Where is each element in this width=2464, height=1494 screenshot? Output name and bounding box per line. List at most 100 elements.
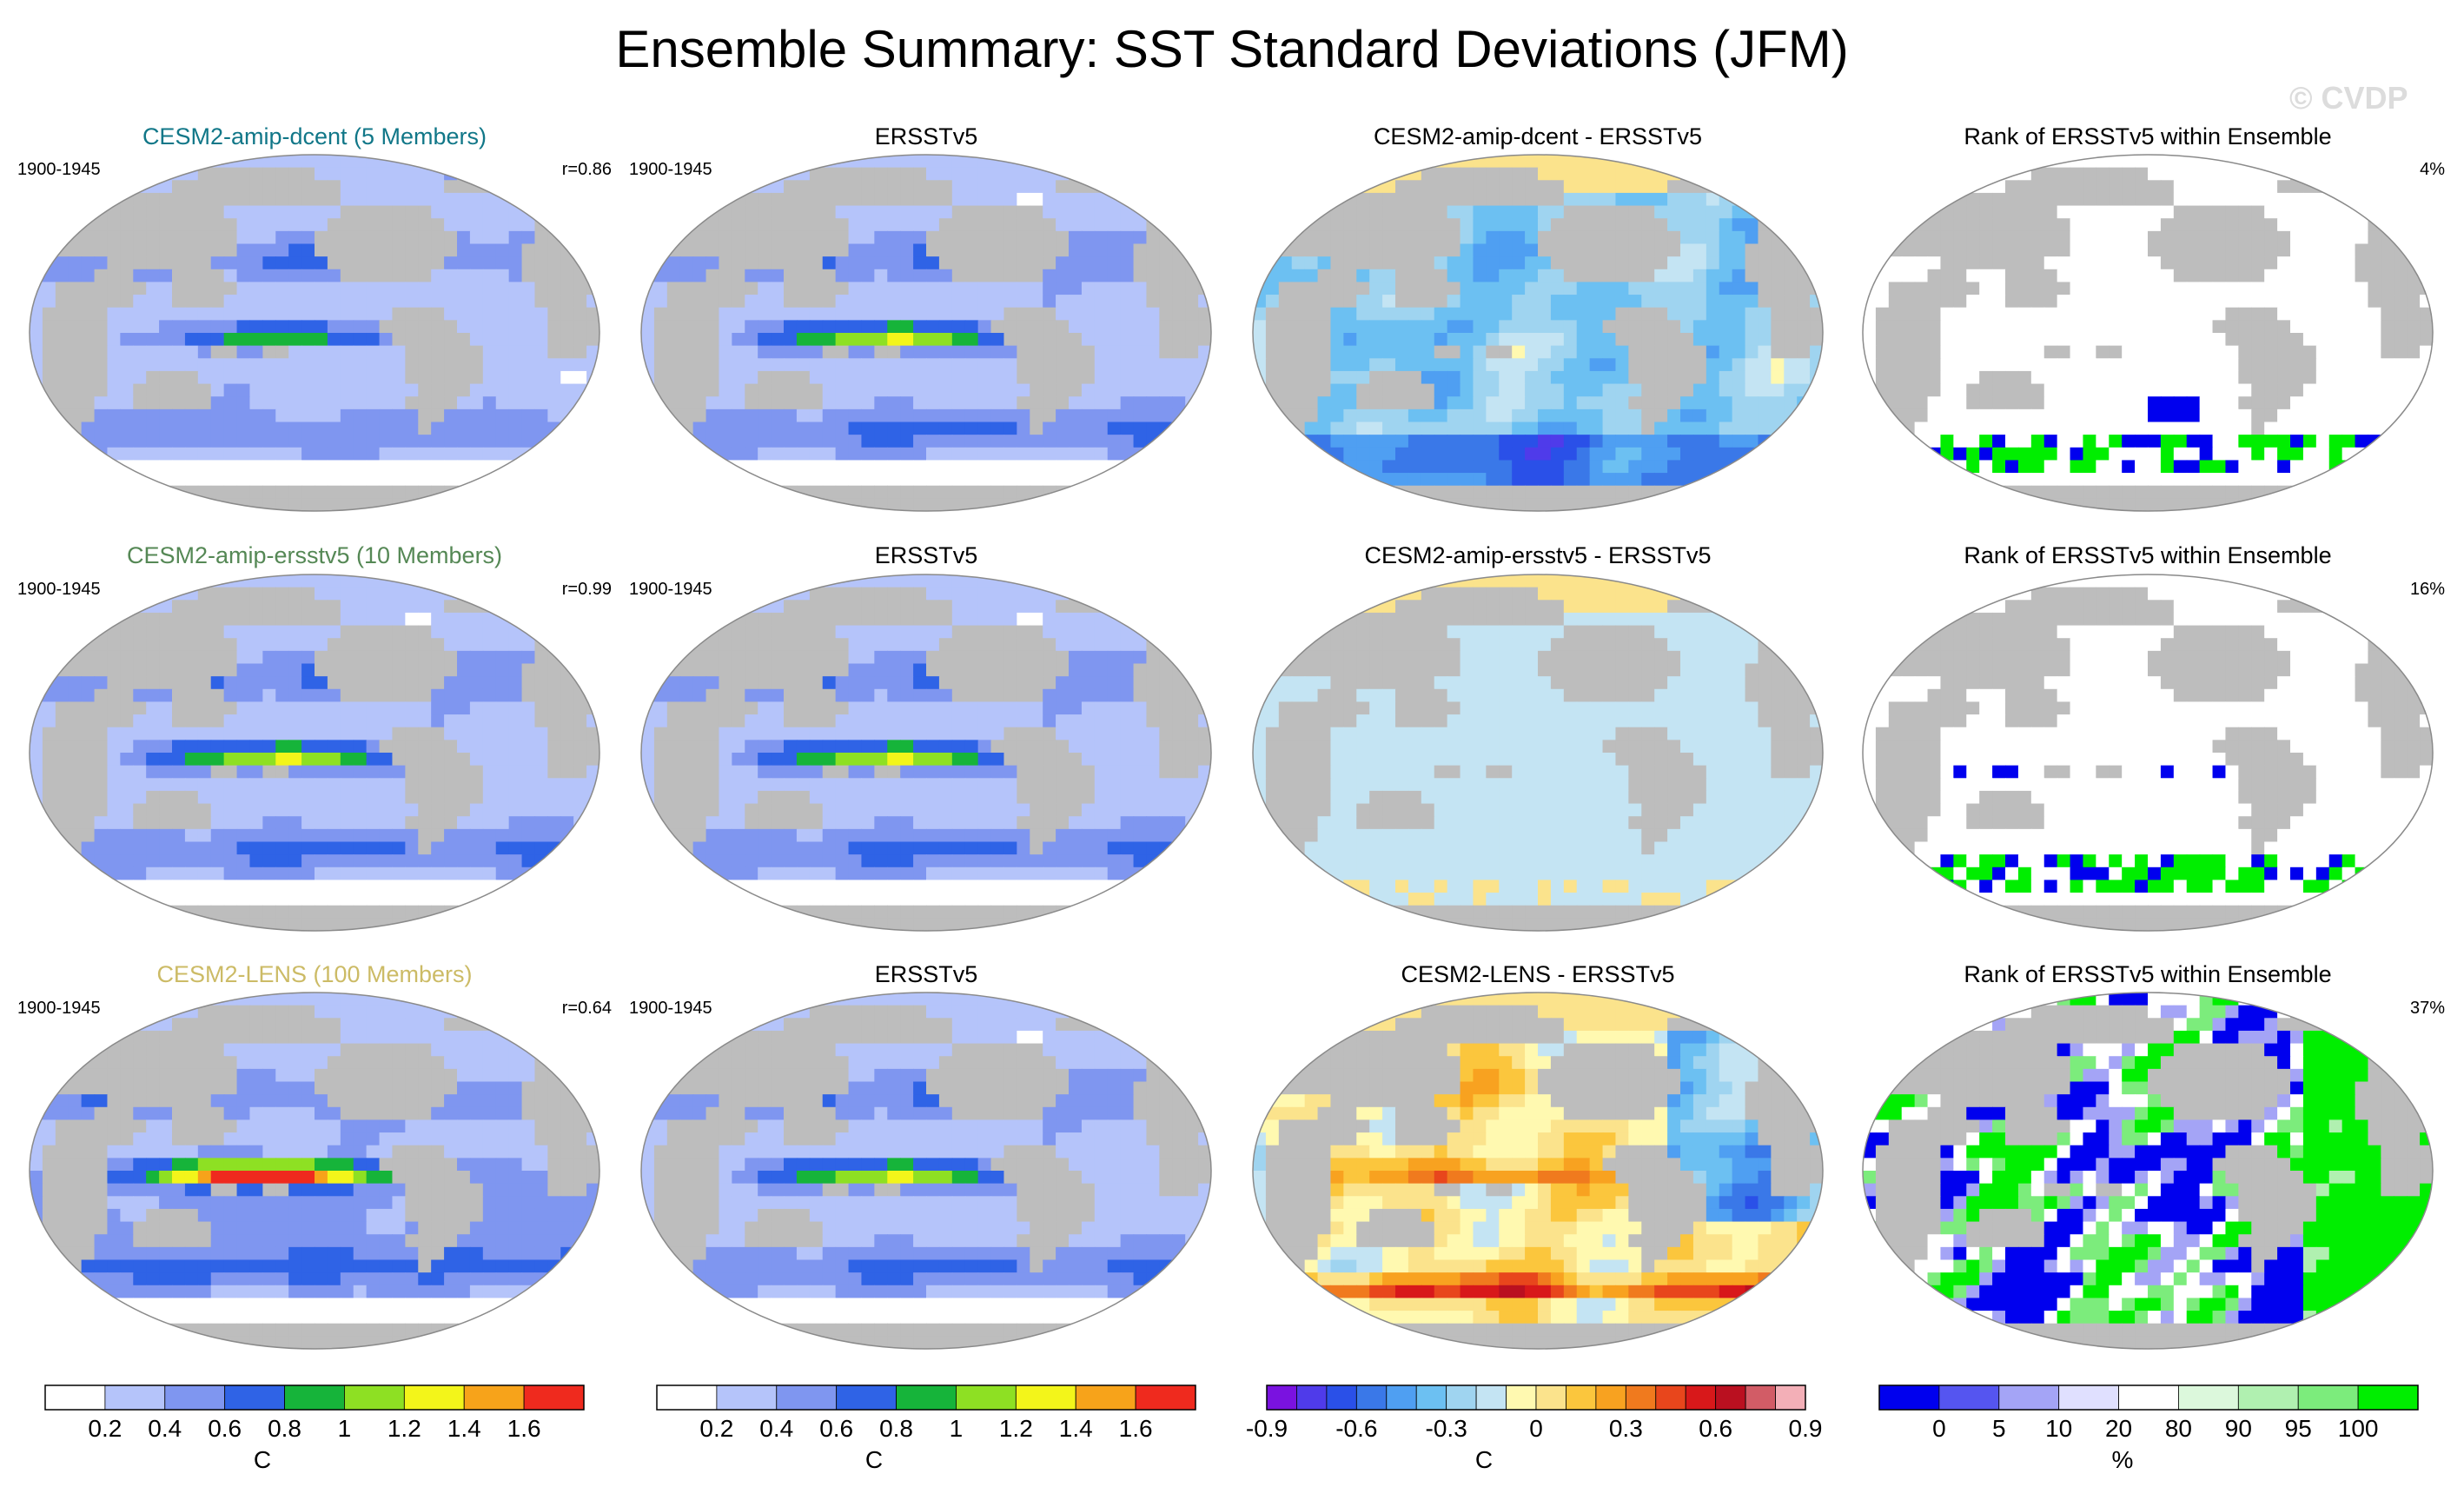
colorbar-box	[1296, 1384, 1328, 1411]
colorbar-box	[656, 1384, 718, 1411]
colorbar-box	[224, 1384, 285, 1411]
map-outline	[1252, 574, 1824, 932]
panel-title: Rank of ERSSTv5 within Ensemble	[1964, 961, 2332, 987]
colorbar-tick-label: 1.6	[1118, 1415, 1153, 1442]
panel-title: CESM2-LENS (100 Members)	[156, 961, 473, 987]
colorbar-box	[1535, 1384, 1566, 1411]
rank-percent: 16%	[2409, 580, 2445, 599]
rank-percent: 37%	[2409, 999, 2445, 1018]
colorbar-box	[1685, 1384, 1717, 1411]
colorbar-tick-label: 1.2	[387, 1415, 421, 1442]
colorbar-box	[1878, 1384, 1940, 1411]
panel-period: 1900-1945	[629, 999, 712, 1018]
colorbar-tick-label: 0.6	[819, 1415, 854, 1442]
colorbar-tick-label: 0.2	[699, 1415, 734, 1442]
colorbar-tick-label: 100	[2337, 1415, 2379, 1442]
panel-period: 1900-1945	[17, 999, 101, 1018]
rank-colorbar	[1878, 1384, 2419, 1411]
colorbar-box	[1326, 1384, 1357, 1411]
panel-period: 1900-1945	[17, 580, 101, 599]
colorbar-box	[1715, 1384, 1746, 1411]
colorbar-tick-label: -0.3	[1425, 1415, 1467, 1442]
sst-field	[30, 155, 599, 511]
map-panel-11	[1252, 992, 1824, 1350]
colorbar-unit: C	[253, 1446, 272, 1473]
panel-title: CESM2-amip-dcent (5 Members)	[142, 123, 487, 149]
colorbar-tick-label: 1.6	[507, 1415, 541, 1442]
colorbar-tick-label: 1.4	[447, 1415, 481, 1442]
map-panel-6	[640, 574, 1212, 932]
cvdp-watermark: © CVDP	[2289, 80, 2408, 116]
colorbar-box	[1015, 1384, 1076, 1411]
panel-title: Rank of ERSSTv5 within Ensemble	[1964, 542, 2332, 568]
colorbar-box	[1415, 1384, 1447, 1411]
colorbar-tick-label: 80	[2164, 1415, 2193, 1442]
map-panel-1	[29, 154, 600, 512]
colorbar-box	[403, 1384, 465, 1411]
rank-percent: 4%	[2420, 160, 2445, 179]
colorbar-box	[836, 1384, 897, 1411]
colorbar-unit: C	[864, 1446, 884, 1473]
panel-title: ERSSTv5	[874, 961, 978, 987]
map-outline	[1862, 154, 2434, 512]
panel-title: CESM2-amip-dcent - ERSSTv5	[1373, 123, 1703, 149]
colorbar-box	[1775, 1384, 1806, 1411]
sst-field	[1863, 993, 2433, 1349]
colorbar-box	[1938, 1384, 2000, 1411]
colorbar-box	[2178, 1384, 2239, 1411]
map-panel-8	[1862, 574, 2434, 932]
sst-field	[1863, 155, 2433, 511]
colorbar-tick-label: 20	[2104, 1415, 2133, 1442]
colorbar-box	[2118, 1384, 2179, 1411]
map-panel-5	[29, 574, 600, 932]
map-outline	[29, 992, 600, 1350]
colorbar-box	[956, 1384, 1017, 1411]
colorbar-tick-label: 1.4	[1058, 1415, 1093, 1442]
map-panel-2	[640, 154, 1212, 512]
map-outline	[1252, 992, 1824, 1350]
colorbar-box	[1446, 1384, 1477, 1411]
panel-title: CESM2-amip-ersstv5 - ERSSTv5	[1364, 542, 1712, 568]
colorbar-tick-label: 0.9	[1788, 1415, 1823, 1442]
colorbar-box	[344, 1384, 405, 1411]
sst-field	[30, 574, 599, 931]
panel-title: ERSSTv5	[874, 542, 978, 568]
colorbar-box	[1135, 1384, 1196, 1411]
colorbar-tick-label: -0.9	[1245, 1415, 1288, 1442]
sst-field	[30, 993, 599, 1349]
colorbar-box	[1266, 1384, 1297, 1411]
colorbar-box	[776, 1384, 838, 1411]
colorbar-box	[1566, 1384, 1597, 1411]
colorbar-tick-label: 0.8	[879, 1415, 914, 1442]
colorbar-tick-label: 0	[1529, 1415, 1543, 1442]
panel-period: 1900-1945	[629, 160, 712, 179]
panel-period: 1900-1945	[629, 580, 712, 599]
sd-colorbar-2	[656, 1384, 1196, 1411]
map-panel-3	[1252, 154, 1824, 512]
colorbar-box	[284, 1384, 345, 1411]
colorbar-tick-label: 0	[1932, 1415, 1946, 1442]
map-panel-4	[1862, 154, 2434, 512]
map-outline	[29, 574, 600, 932]
colorbar-box	[1998, 1384, 2060, 1411]
map-outline	[640, 992, 1212, 1350]
colorbar-tick-label: 0.6	[208, 1415, 242, 1442]
sst-field	[1253, 574, 1823, 931]
colorbar-box	[463, 1384, 525, 1411]
sst-field	[641, 574, 1211, 931]
colorbar-tick-label: 5	[1991, 1415, 2006, 1442]
panel-title: Rank of ERSSTv5 within Ensemble	[1964, 123, 2332, 149]
colorbar-box	[716, 1384, 778, 1411]
colorbar-box	[1355, 1384, 1388, 1411]
colorbar-box	[1595, 1384, 1626, 1411]
colorbar-tick-label: 0.4	[148, 1415, 182, 1442]
colorbar-box	[1386, 1384, 1417, 1411]
map-outline	[640, 154, 1212, 512]
pattern-correlation: r=0.86	[561, 160, 612, 179]
colorbar-unit: C	[1474, 1446, 1494, 1473]
colorbar-tick-label: 10	[2045, 1415, 2073, 1442]
map-outline	[29, 154, 600, 512]
colorbar-tick-label: 1	[337, 1415, 352, 1442]
colorbar-tick-label: 0.3	[1608, 1415, 1643, 1442]
